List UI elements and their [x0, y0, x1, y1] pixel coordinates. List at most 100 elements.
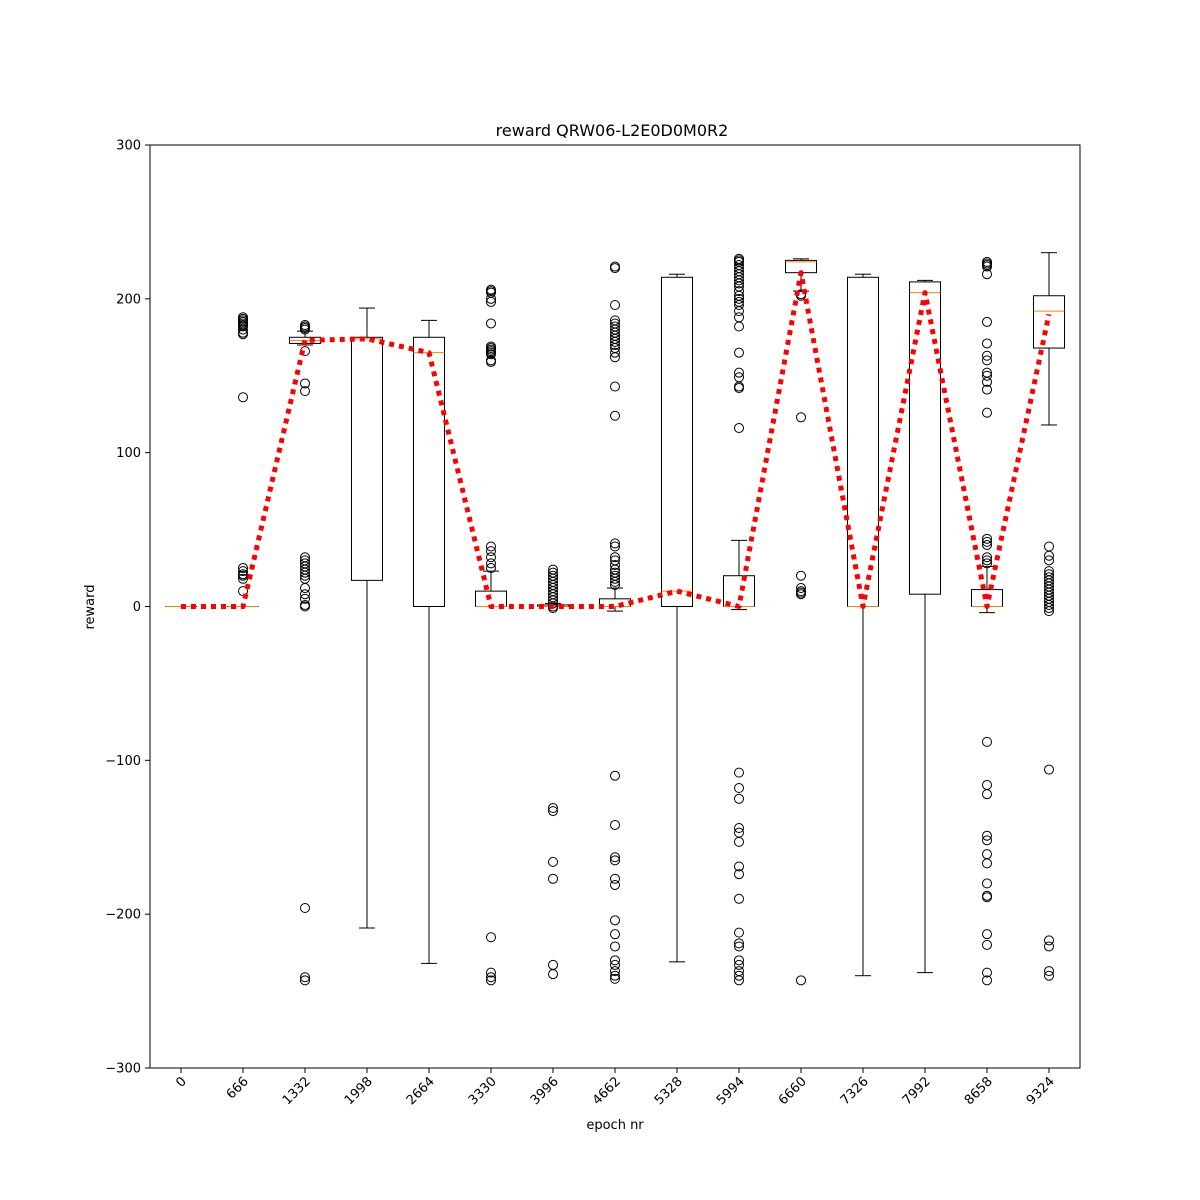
outlier-point — [610, 879, 620, 890]
outlier-point — [610, 819, 620, 830]
outlier-point — [610, 966, 620, 977]
outlier-point — [734, 970, 744, 981]
outlier-point — [300, 589, 310, 600]
outlier-point — [734, 836, 744, 847]
outlier-point — [1044, 764, 1054, 775]
outlier-point — [982, 407, 992, 418]
outlier-point — [982, 830, 992, 841]
outlier-point — [548, 969, 558, 980]
outlier-point — [610, 541, 620, 552]
outlier-point — [610, 347, 620, 358]
outlier-point — [982, 892, 992, 903]
outlier-point — [734, 955, 744, 966]
outlier-point — [610, 299, 620, 310]
outlier-point — [610, 959, 620, 970]
outlier-point — [734, 278, 744, 289]
outlier-point — [1044, 941, 1054, 952]
outlier-point — [486, 552, 496, 563]
outlier-point — [486, 563, 496, 574]
outlier-point — [1044, 970, 1054, 981]
outlier-point — [982, 539, 992, 550]
outlier-point — [982, 929, 992, 940]
outlier-point — [548, 803, 558, 814]
outlier-point — [300, 378, 310, 389]
outlier-point — [734, 306, 744, 317]
outlier-point — [610, 576, 620, 587]
outlier-point — [982, 370, 992, 381]
outlier-point — [982, 269, 992, 280]
outlier-point — [486, 318, 496, 329]
outlier-point — [610, 873, 620, 884]
outlier-point — [610, 352, 620, 363]
outlier-point — [734, 423, 744, 434]
outlier-point — [982, 975, 992, 986]
outlier-point — [238, 563, 248, 574]
outlier-point — [1044, 550, 1054, 561]
x-axis-label: epoch nr — [586, 1118, 644, 1133]
outlier-point — [982, 384, 992, 395]
outlier-point — [796, 583, 806, 594]
outlier-point — [734, 823, 744, 834]
outlier-point — [796, 570, 806, 581]
outlier-point — [548, 806, 558, 817]
outlier-point — [300, 975, 310, 986]
outlier-point — [1044, 966, 1054, 977]
outlier-point — [238, 324, 248, 335]
y-tick-label: 0 — [133, 600, 141, 615]
outlier-point — [982, 338, 992, 349]
y-tick-label: 100 — [116, 446, 141, 461]
outlier-point — [1044, 606, 1054, 617]
outlier-point — [610, 852, 620, 863]
y-axis-label: reward — [83, 584, 98, 629]
outlier-point — [982, 536, 992, 547]
outlier-point — [734, 293, 744, 304]
y-tick-label: 300 — [116, 139, 141, 154]
outlier-point — [548, 856, 558, 867]
outlier-point — [1044, 555, 1054, 566]
outlier-point — [734, 975, 744, 986]
outlier-point — [610, 955, 620, 966]
outlier-point — [734, 347, 744, 358]
outlier-point — [486, 558, 496, 569]
outlier-point — [610, 263, 620, 274]
outlier-point — [610, 915, 620, 926]
outlier-point — [610, 973, 620, 984]
outlier-point — [982, 789, 992, 800]
outlier-point — [610, 970, 620, 981]
outlier-point — [734, 367, 744, 378]
outlier-point — [734, 793, 744, 804]
outlier-point — [982, 555, 992, 566]
outlier-point — [300, 583, 310, 594]
chart-title: reward QRW06-L2E0D0M0R2 — [496, 121, 729, 140]
outlier-point — [238, 573, 248, 584]
outlier-point — [238, 392, 248, 403]
outlier-point — [734, 941, 744, 952]
outlier-point — [300, 601, 310, 612]
outlier-point — [486, 293, 496, 304]
outlier-point — [796, 975, 806, 986]
outlier-point — [734, 938, 744, 949]
outlier-point — [300, 386, 310, 397]
outlier-point — [982, 350, 992, 361]
outlier-point — [1044, 935, 1054, 946]
outlier-point — [982, 355, 992, 366]
outlier-point — [1044, 599, 1054, 610]
outlier-point — [300, 593, 310, 604]
outlier-point — [734, 959, 744, 970]
outlier-point — [486, 967, 496, 978]
outlier-point — [486, 932, 496, 943]
outlier-point — [486, 972, 496, 983]
outlier-point — [982, 316, 992, 327]
y-tick-label: 200 — [116, 292, 141, 307]
outlier-point — [610, 929, 620, 940]
outlier-point — [300, 567, 310, 578]
outlier-point — [610, 339, 620, 350]
outlier-point — [238, 321, 248, 332]
outlier-point — [486, 541, 496, 552]
outlier-point — [982, 261, 992, 272]
outlier-point — [982, 858, 992, 869]
outlier-point — [238, 566, 248, 577]
y-tick-label: −200 — [105, 908, 141, 923]
outlier-point — [734, 286, 744, 297]
